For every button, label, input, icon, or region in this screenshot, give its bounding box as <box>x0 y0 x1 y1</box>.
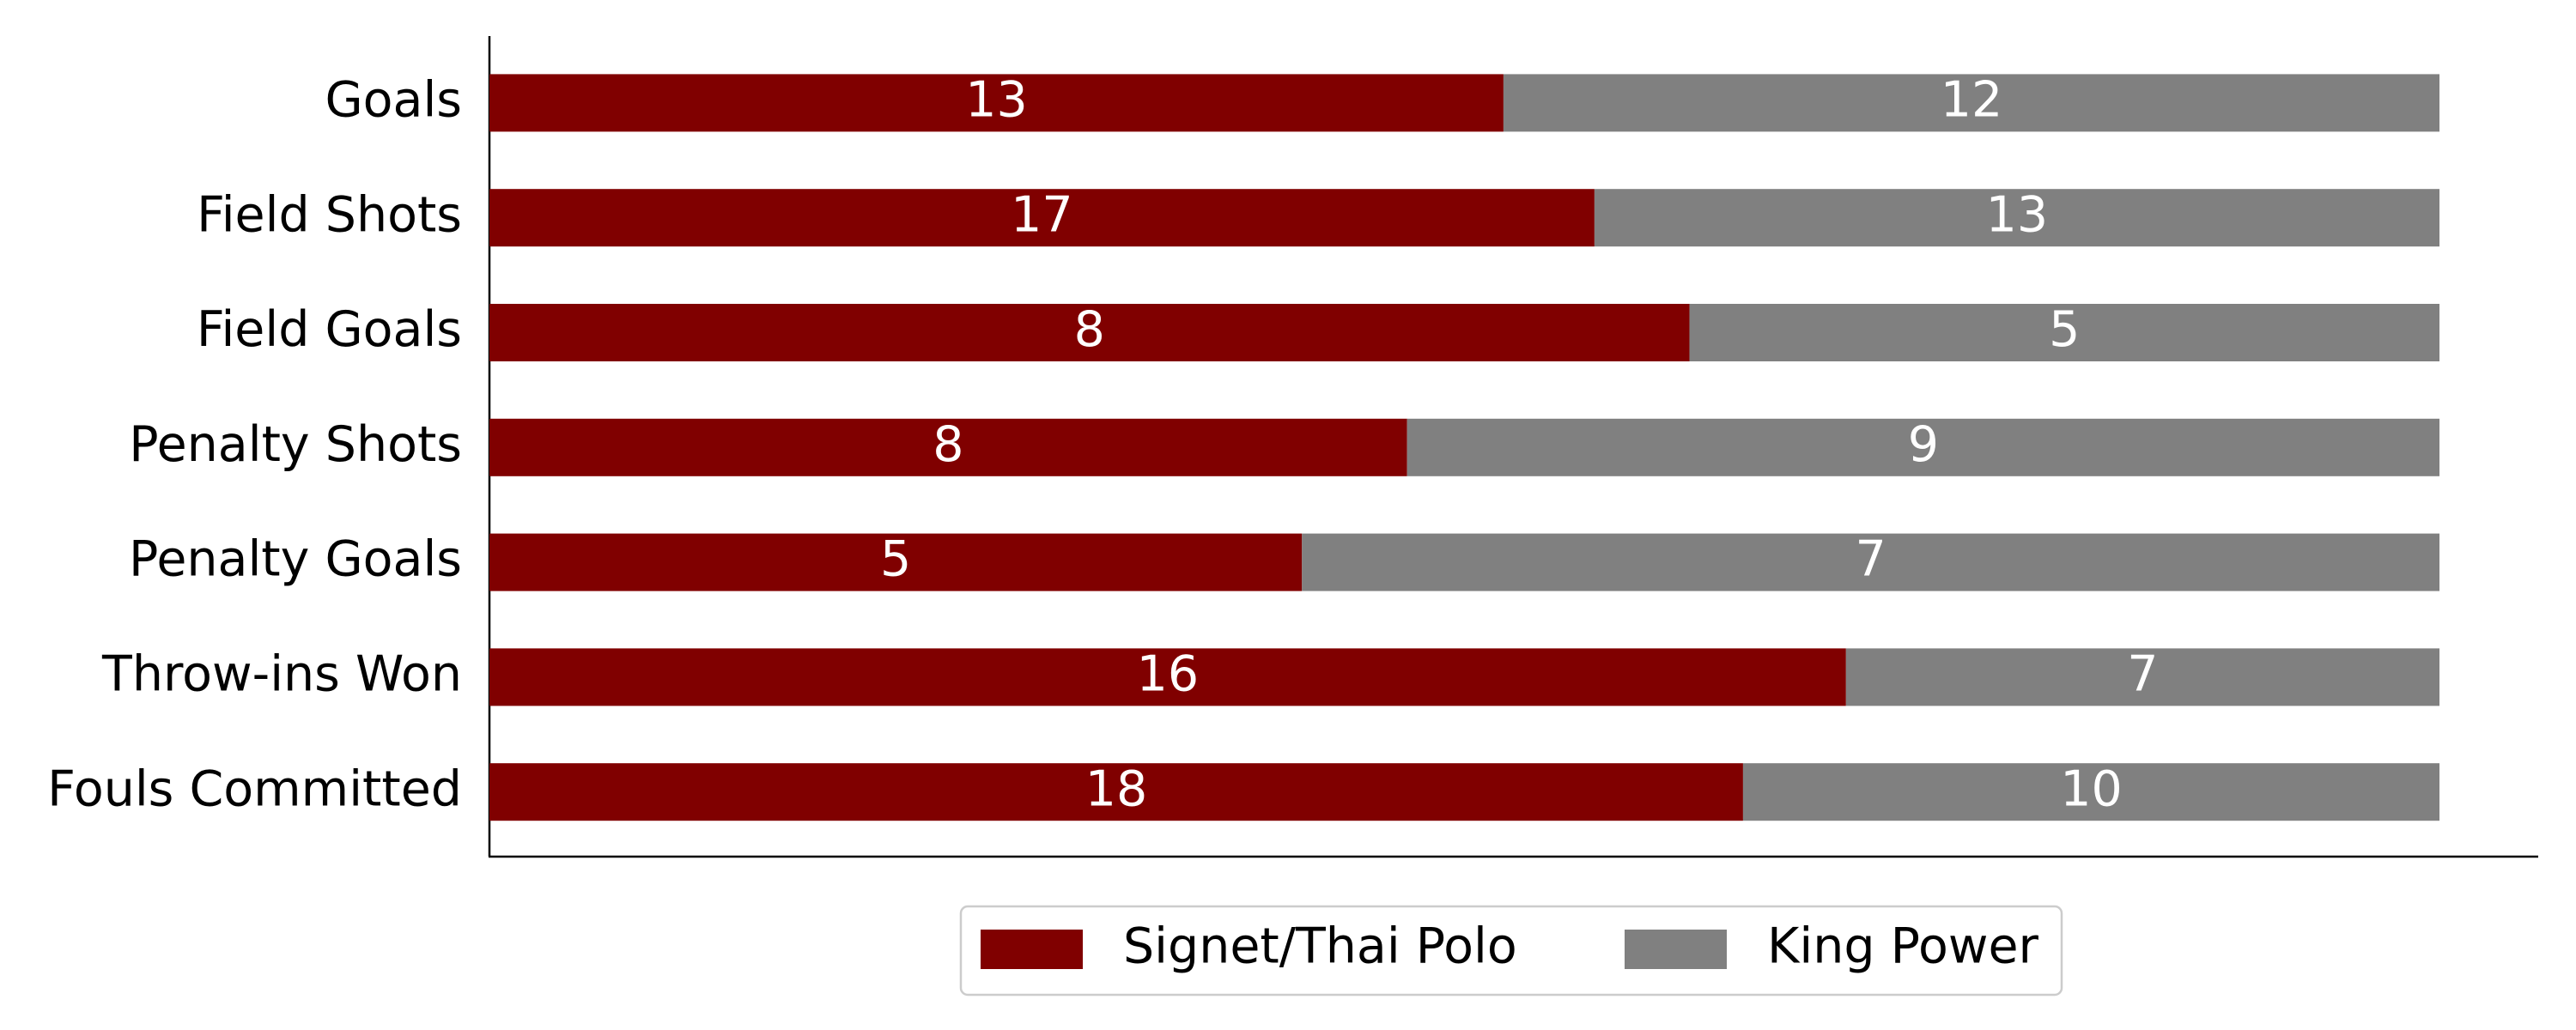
data-label: 9 <box>1908 416 1939 473</box>
y-tick-label: Penalty Shots <box>129 416 462 473</box>
bar-segment <box>489 304 1690 361</box>
bar-segment <box>1594 189 2439 247</box>
bar-segment <box>1845 648 2439 706</box>
bar-segment <box>1689 304 2439 361</box>
y-tick-label: Throw-ins Won <box>101 646 462 703</box>
data-label: 8 <box>1074 301 1105 358</box>
bar-segment <box>1742 763 2439 821</box>
bar-segment <box>1406 418 2439 476</box>
data-label: 8 <box>933 416 963 473</box>
data-label: 12 <box>1941 72 2003 129</box>
bar-segment <box>489 418 1407 476</box>
bar-segment <box>489 648 1846 706</box>
data-label: 10 <box>2060 760 2123 817</box>
data-label: 5 <box>2049 301 2080 358</box>
data-label: 7 <box>1855 531 1886 588</box>
data-label: 7 <box>2127 646 2158 703</box>
data-label: 5 <box>880 531 911 588</box>
bar-segment <box>489 763 1743 821</box>
bar-segment <box>1302 533 2439 591</box>
y-tick-label: Goals <box>325 72 462 129</box>
legend-swatch <box>1625 930 1727 969</box>
bar-segment <box>1503 74 2439 132</box>
y-tick-label: Penalty Goals <box>129 531 462 588</box>
bar-segment <box>489 533 1303 591</box>
legend-label: Signet/Thai Polo <box>1123 918 1517 975</box>
data-label: 13 <box>1986 186 2049 243</box>
y-tick-label: Field Shots <box>197 186 462 243</box>
legend-label: King Power <box>1767 918 2039 975</box>
legend <box>959 905 2063 997</box>
legend-swatch <box>981 930 1083 969</box>
data-label: 17 <box>1011 186 1073 243</box>
y-tick-label: Field Goals <box>197 301 462 358</box>
data-label: 18 <box>1085 760 1148 817</box>
bar-segment <box>489 74 1504 132</box>
data-label: 16 <box>1137 646 1200 703</box>
data-label: 13 <box>965 72 1028 129</box>
bar-segment <box>489 189 1595 247</box>
y-tick-label: Fouls Committed <box>47 760 462 817</box>
